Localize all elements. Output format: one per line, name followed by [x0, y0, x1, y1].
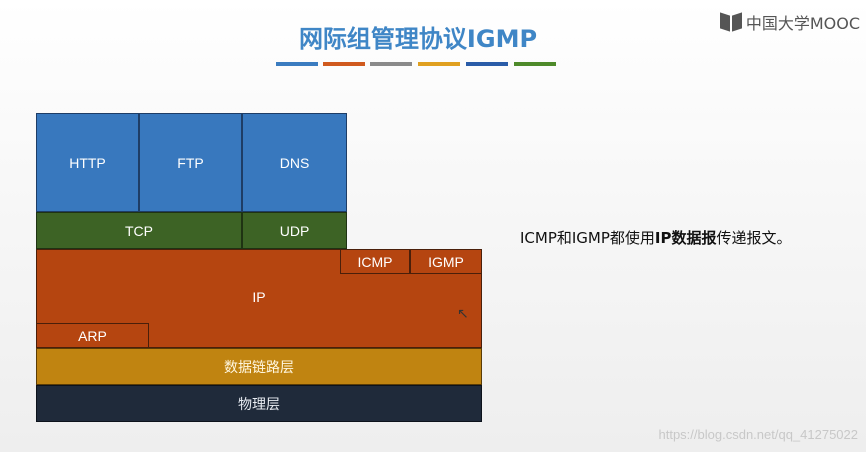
ip-datagram-note: ICMP和IGMP都使用IP数据报传递报文。 — [520, 229, 792, 247]
data-link-layer: 数据链路层 — [36, 348, 482, 385]
physical-layer: 物理层 — [36, 385, 482, 422]
protocol-dns: DNS — [242, 113, 347, 212]
protocol-tcp: TCP — [36, 212, 242, 249]
note-emphasis: IP数据报 — [654, 229, 717, 247]
protocol-icmp: ICMP — [340, 249, 410, 274]
mouse-cursor-icon: ↖ — [457, 306, 469, 322]
title-underline-segment-1 — [276, 62, 318, 66]
protocol-udp: UDP — [242, 212, 347, 249]
protocol-ftp: FTP — [139, 113, 242, 212]
protocol-igmp: IGMP — [410, 249, 482, 274]
mooc-logo: 中国大学MOOC — [720, 10, 860, 34]
title-underline-segment-6 — [514, 62, 556, 66]
title-underline-segment-4 — [418, 62, 460, 66]
title-underline-segment-3 — [370, 62, 412, 66]
mooc-logo-icon — [720, 14, 742, 30]
title-underline-segment-2 — [323, 62, 365, 66]
protocol-arp: ARP — [36, 323, 149, 348]
protocol-http: HTTP — [36, 113, 139, 212]
mooc-logo-text: 中国大学MOOC — [745, 14, 860, 33]
page-title: 网际组管理协议IGMP — [298, 25, 538, 53]
title-underline-segment-5 — [466, 62, 508, 66]
watermark: https://blog.csdn.net/qq_41275022 — [658, 427, 859, 442]
protocol-ip-label: IP — [252, 289, 266, 305]
